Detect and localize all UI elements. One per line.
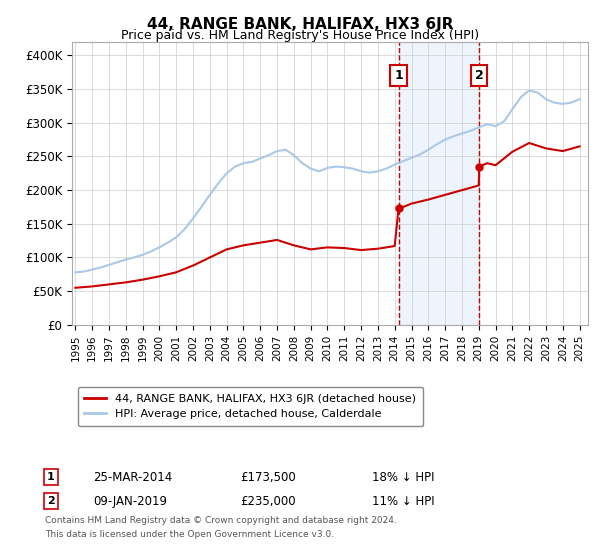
Text: 2: 2 (475, 69, 484, 82)
Text: 1: 1 (394, 69, 403, 82)
Text: 11% ↓ HPI: 11% ↓ HPI (372, 494, 434, 508)
Text: Contains HM Land Registry data © Crown copyright and database right 2024.
This d: Contains HM Land Registry data © Crown c… (45, 516, 397, 539)
Text: 18% ↓ HPI: 18% ↓ HPI (372, 470, 434, 484)
Text: 1: 1 (47, 472, 55, 482)
Text: 09-JAN-2019: 09-JAN-2019 (93, 494, 167, 508)
Text: £173,500: £173,500 (240, 470, 296, 484)
Legend: 44, RANGE BANK, HALIFAX, HX3 6JR (detached house), HPI: Average price, detached : 44, RANGE BANK, HALIFAX, HX3 6JR (detach… (77, 387, 423, 426)
Text: 25-MAR-2014: 25-MAR-2014 (93, 470, 172, 484)
Text: £235,000: £235,000 (240, 494, 296, 508)
Bar (398, 42, 479, 325)
Text: Price paid vs. HM Land Registry's House Price Index (HPI): Price paid vs. HM Land Registry's House … (121, 29, 479, 42)
Text: 2: 2 (47, 496, 55, 506)
Text: 44, RANGE BANK, HALIFAX, HX3 6JR: 44, RANGE BANK, HALIFAX, HX3 6JR (147, 17, 453, 32)
